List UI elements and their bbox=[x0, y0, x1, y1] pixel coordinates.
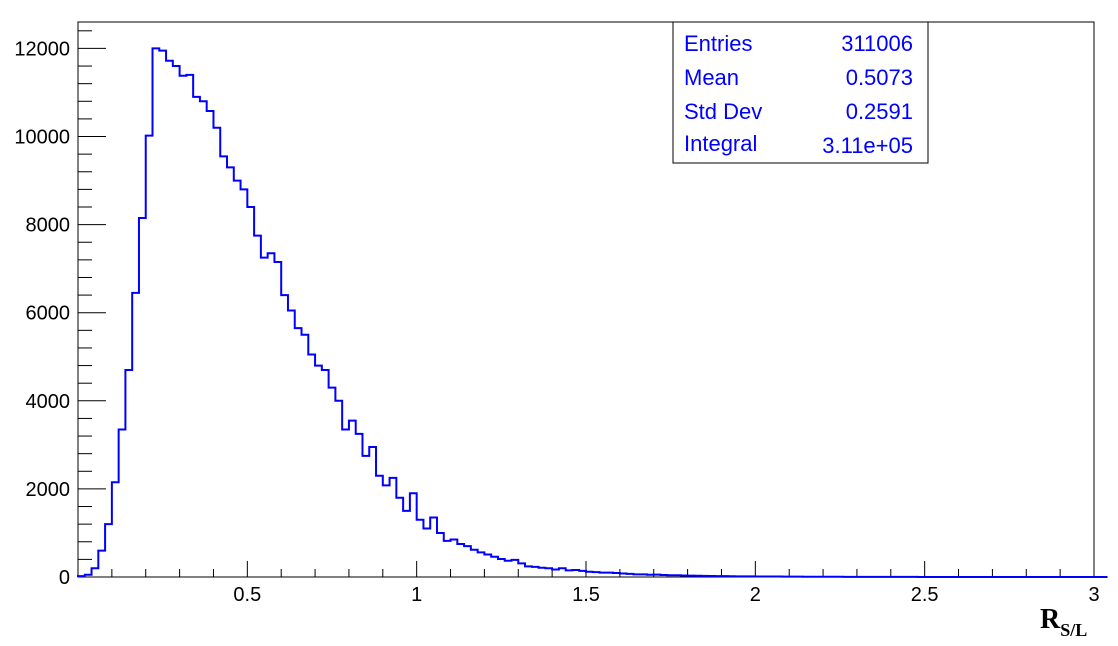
x-tick-label: 1 bbox=[411, 584, 422, 606]
y-tick-label: 10000 bbox=[14, 127, 70, 149]
x-axis-title: RS/L bbox=[1040, 604, 1087, 640]
y-tick-label: 4000 bbox=[26, 391, 71, 413]
x-tick-label: 2 bbox=[750, 584, 761, 606]
stats-frame bbox=[672, 21, 929, 164]
stats-integral-label: Integral bbox=[684, 131, 757, 156]
x-tick-label: 0.5 bbox=[233, 584, 261, 606]
x-tick-label: 3 bbox=[1088, 584, 1099, 606]
stats-mean-value: 0.5073 bbox=[846, 65, 913, 90]
y-tick-label: 8000 bbox=[26, 215, 71, 237]
x-axis-title-subscript: S/L bbox=[1060, 620, 1087, 640]
stats-stddev-value: 0.2591 bbox=[846, 99, 913, 124]
plot-frame bbox=[77, 21, 1095, 578]
x-tick-label: 2.5 bbox=[911, 584, 939, 606]
stats-box: Entries 311006 Mean 0.5073 Std Dev 0.259… bbox=[672, 21, 929, 164]
y-axis-tick-labels: 0 2000 4000 6000 8000 10000 12000 bbox=[14, 38, 70, 589]
x-axis-title-main: R bbox=[1040, 604, 1061, 635]
y-tick-label: 12000 bbox=[14, 38, 70, 60]
stats-entries-label: Entries bbox=[684, 31, 752, 56]
y-axis-ticks bbox=[78, 30, 106, 578]
x-axis-ticks bbox=[77, 561, 1095, 577]
x-tick-label: 1.5 bbox=[572, 584, 600, 606]
stats-stddev-label: Std Dev bbox=[684, 99, 762, 124]
stats-integral-value: 3.11e+05 bbox=[822, 133, 913, 158]
stats-entries-value: 311006 bbox=[841, 31, 913, 56]
y-tick-label: 6000 bbox=[26, 303, 71, 325]
histogram-series bbox=[77, 47, 1108, 578]
stats-mean-label: Mean bbox=[684, 65, 739, 90]
x-axis-tick-labels: 0.5 1 1.5 2 2.5 3 bbox=[233, 584, 1099, 606]
y-tick-label: 2000 bbox=[26, 479, 71, 501]
y-tick-label: 0 bbox=[59, 567, 70, 589]
